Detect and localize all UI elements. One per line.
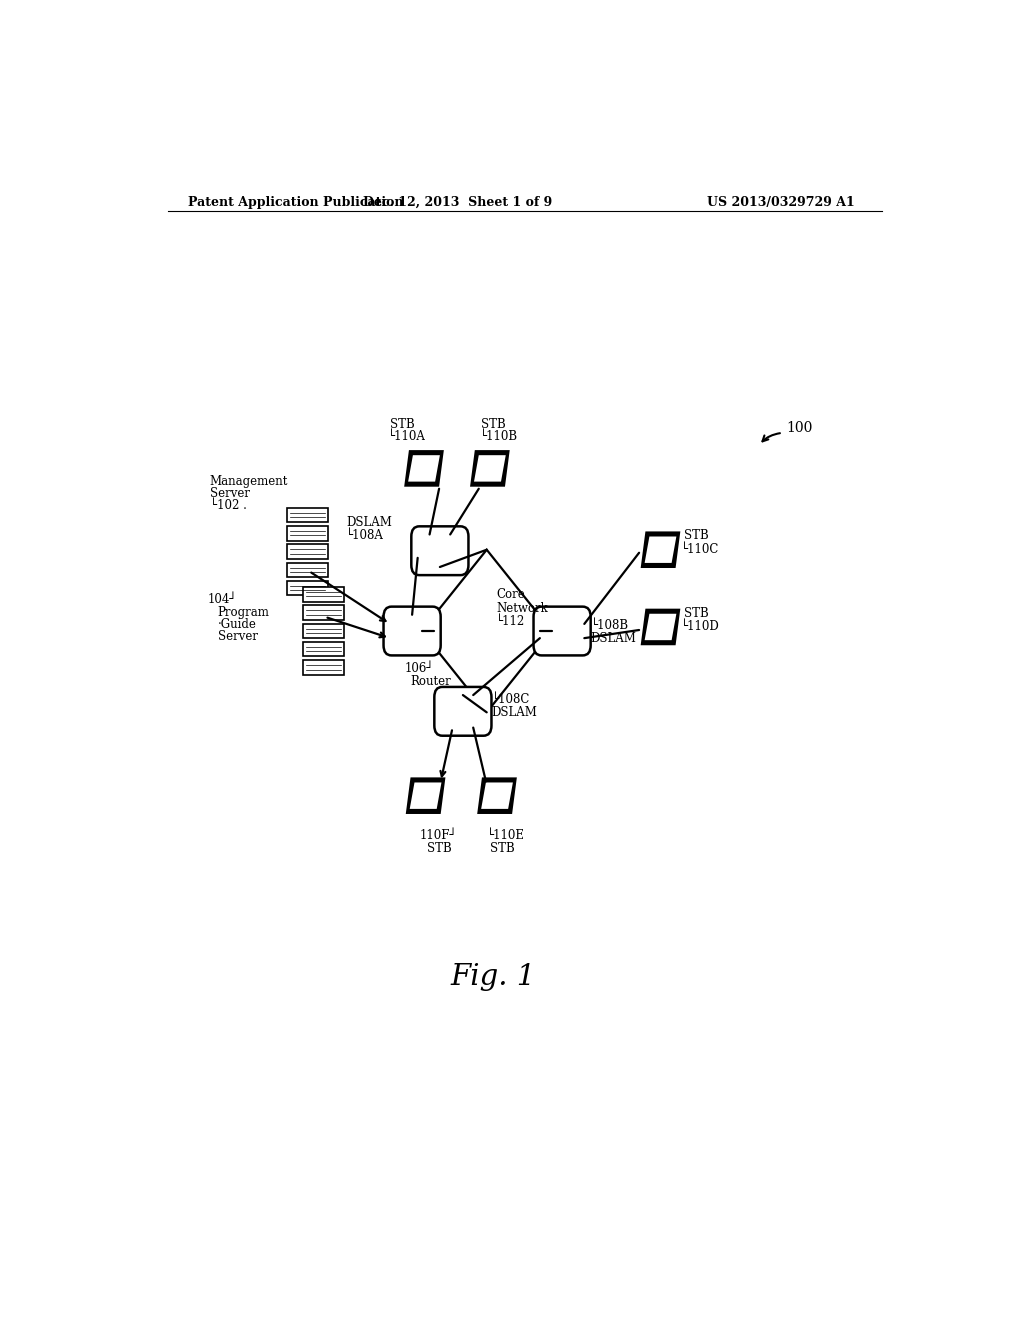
Text: └110C: └110C (681, 543, 720, 556)
Text: └108B: └108B (591, 619, 629, 632)
Text: Management: Management (210, 474, 288, 487)
Text: Network: Network (497, 602, 548, 615)
Polygon shape (474, 455, 506, 482)
Text: Patent Application Publication: Patent Application Publication (187, 195, 403, 209)
Bar (287, 562, 328, 577)
Text: DSLAM: DSLAM (591, 632, 637, 645)
Text: STB: STB (684, 529, 709, 543)
Text: STB: STB (489, 842, 515, 855)
Text: STB: STB (427, 842, 452, 855)
Text: └110E: └110E (486, 829, 524, 842)
Text: └102 .: └102 . (210, 499, 247, 512)
Text: 100: 100 (786, 421, 813, 434)
Polygon shape (422, 549, 552, 713)
Text: Core: Core (497, 589, 525, 602)
Bar (303, 587, 344, 602)
Text: └108C: └108C (492, 693, 529, 706)
Bar (287, 544, 328, 558)
Bar (287, 525, 328, 541)
Text: Server: Server (218, 630, 258, 643)
Text: DSLAM: DSLAM (346, 516, 392, 529)
Bar (287, 581, 328, 595)
FancyBboxPatch shape (534, 607, 591, 656)
Text: └108A: └108A (346, 529, 384, 543)
Text: └110B: └110B (479, 430, 518, 442)
Polygon shape (470, 450, 510, 487)
Text: Server: Server (210, 487, 250, 500)
Bar (287, 508, 328, 523)
Text: Router: Router (411, 675, 452, 688)
Text: └110A: └110A (387, 430, 425, 442)
Bar (303, 605, 344, 620)
FancyBboxPatch shape (412, 527, 468, 576)
FancyBboxPatch shape (434, 686, 492, 735)
Text: STB: STB (481, 417, 506, 430)
Bar (303, 623, 344, 638)
Text: Dec. 12, 2013  Sheet 1 of 9: Dec. 12, 2013 Sheet 1 of 9 (362, 195, 552, 209)
Text: └112: └112 (497, 615, 525, 628)
Polygon shape (645, 614, 677, 640)
Polygon shape (409, 455, 440, 482)
Polygon shape (477, 777, 517, 814)
Polygon shape (404, 450, 443, 487)
Bar (303, 660, 344, 675)
Text: 106┘: 106┘ (404, 661, 434, 675)
Text: US 2013/0329729 A1: US 2013/0329729 A1 (708, 195, 855, 209)
Text: ·Guide: ·Guide (218, 618, 257, 631)
Text: 110F┘: 110F┘ (419, 829, 457, 842)
Text: STB: STB (684, 607, 709, 619)
Text: DSLAM: DSLAM (492, 706, 538, 719)
Polygon shape (410, 783, 441, 809)
Text: └110D: └110D (681, 620, 720, 632)
Polygon shape (641, 532, 680, 568)
Polygon shape (641, 609, 680, 645)
Text: Program: Program (218, 606, 269, 619)
Text: Fig. 1: Fig. 1 (451, 962, 536, 990)
Polygon shape (481, 783, 513, 809)
FancyBboxPatch shape (384, 607, 440, 656)
Polygon shape (406, 777, 445, 814)
Text: STB: STB (390, 417, 415, 430)
Bar (303, 642, 344, 656)
Polygon shape (645, 536, 677, 562)
Text: 104┘: 104┘ (207, 594, 237, 606)
